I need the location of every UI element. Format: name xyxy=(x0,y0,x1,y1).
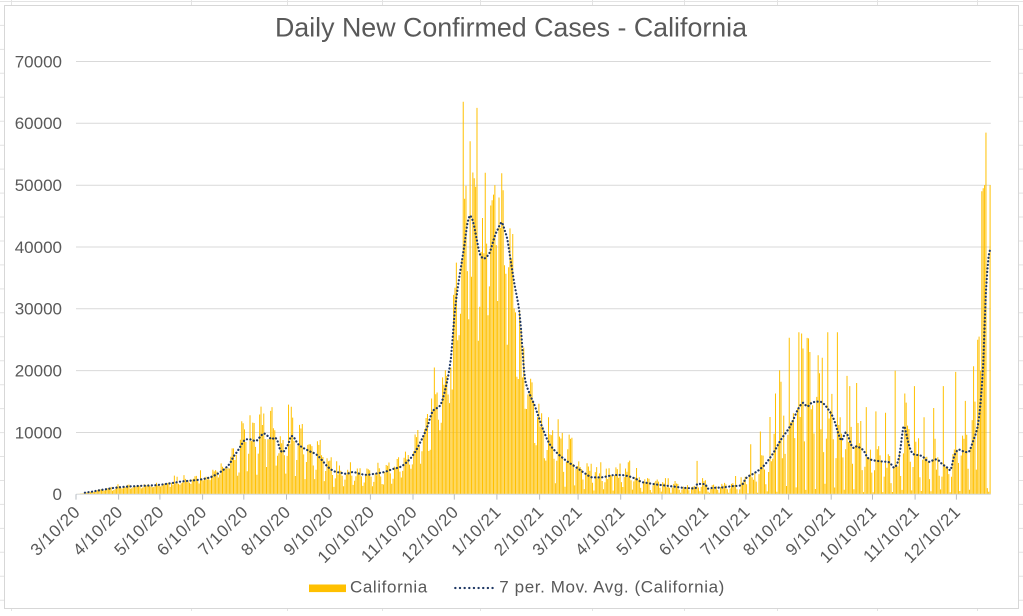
svg-text:40000: 40000 xyxy=(15,238,62,257)
svg-text:60000: 60000 xyxy=(15,114,62,133)
svg-text:Daily New Confirmed Cases - Ca: Daily New Confirmed Cases - California xyxy=(275,13,747,43)
svg-text:0: 0 xyxy=(53,485,62,504)
svg-text:California: California xyxy=(350,577,428,596)
svg-text:30000: 30000 xyxy=(15,300,62,319)
svg-text:20000: 20000 xyxy=(15,362,62,381)
svg-text:70000: 70000 xyxy=(15,52,62,71)
svg-text:7 per. Mov. Avg. (California): 7 per. Mov. Avg. (California) xyxy=(499,577,725,596)
svg-text:10000: 10000 xyxy=(15,423,62,442)
svg-text:50000: 50000 xyxy=(15,176,62,195)
